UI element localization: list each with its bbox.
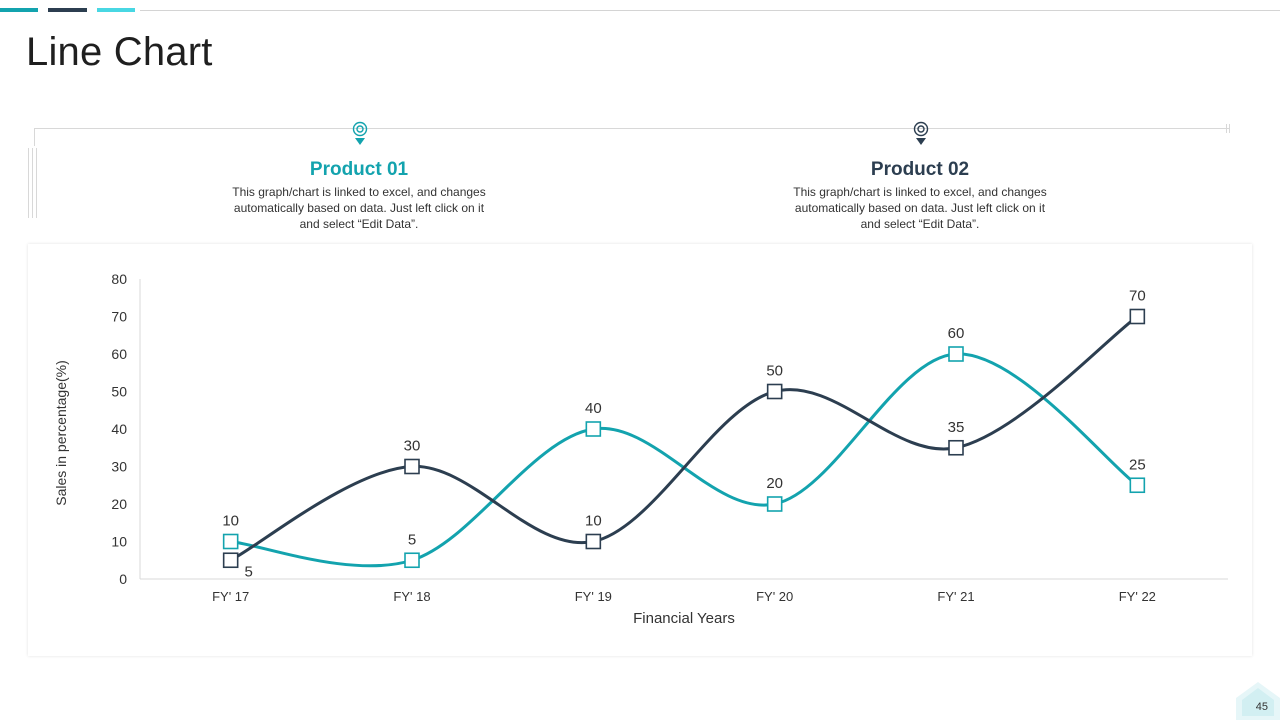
y-tick-label: 80 [111, 271, 127, 287]
accent-bar-teal [0, 8, 38, 12]
data-label: 30 [404, 438, 421, 455]
data-point-marker [585, 533, 602, 550]
legend-connector-end [1229, 124, 1230, 133]
data-label: 10 [585, 513, 602, 530]
y-tick-label: 70 [111, 309, 127, 325]
chart-card: 0 10 20 30 40 50 60 70 80 FY' 17 FY' 18 FY' 19 FY' 2… [28, 244, 1252, 656]
product-01-title: Product 01 [309, 159, 409, 180]
data-label: 20 [766, 475, 783, 492]
y-tick-label: 20 [111, 496, 127, 512]
data-label: 40 [585, 400, 602, 417]
data-point-marker [948, 346, 964, 362]
y-tick-label: 50 [111, 384, 127, 400]
legend-connector-end [1226, 124, 1227, 133]
legend-connector-line [34, 128, 1230, 129]
series-line-1 [230, 352, 1139, 568]
series-line-2 [229, 315, 1139, 562]
data-label: 10 [222, 513, 239, 530]
location-pin-icon [913, 121, 929, 145]
page-number: 45 [1255, 701, 1268, 713]
data-point-marker [1129, 308, 1146, 325]
data-label: 60 [948, 325, 965, 342]
y-tick-label: 30 [111, 459, 127, 475]
data-point-marker [1129, 477, 1146, 494]
x-tick-label: FY' 22 [1119, 589, 1156, 604]
y-tick-label: 0 [119, 571, 127, 587]
data-point-marker [766, 383, 783, 400]
line-chart[interactable]: 0 10 20 30 40 50 60 70 80 FY' 17 FY' 18 FY' 19 FY' 2… [28, 244, 1252, 656]
data-point-marker [404, 552, 420, 569]
y-tick-label: 10 [111, 534, 127, 550]
data-point-marker [766, 496, 783, 512]
data-label: 70 [1129, 288, 1146, 305]
decorative-lines [28, 148, 42, 218]
x-tick-label: FY' 18 [393, 589, 430, 604]
page-title: Line Chart [26, 30, 213, 74]
data-point-marker [222, 533, 239, 550]
x-tick-label: FY' 20 [756, 589, 793, 604]
product-02-description: This graph/chart is linked to excel, and… [793, 185, 1047, 231]
data-point-marker [404, 458, 420, 475]
accent-bar-dark [48, 8, 87, 12]
y-tick-label: 40 [111, 421, 127, 437]
data-label: 25 [1129, 456, 1146, 473]
data-label: 50 [766, 363, 783, 380]
data-point-marker [948, 439, 964, 456]
product-02-title: Product 02 [870, 159, 970, 180]
x-axis-label: Financial Years [633, 610, 735, 627]
header-rule [140, 10, 1280, 11]
data-label: 5 [244, 563, 252, 580]
x-tick-label: FY' 19 [575, 589, 612, 604]
data-point-marker [222, 552, 239, 569]
data-point-marker [585, 421, 602, 437]
y-tick-label: 60 [111, 346, 127, 362]
data-label: 5 [408, 531, 416, 548]
data-label: 35 [948, 419, 965, 436]
home-icon[interactable] [1236, 680, 1280, 720]
product-01-description: This graph/chart is linked to excel, and… [232, 185, 486, 231]
legend-connector-drop [34, 128, 35, 146]
x-tick-label: FY' 21 [937, 589, 974, 604]
location-pin-icon [352, 121, 368, 145]
y-axis-label: Sales in percentage(%) [53, 360, 69, 506]
x-tick-label: FY' 17 [212, 589, 249, 604]
accent-bar-cyan [97, 8, 135, 12]
